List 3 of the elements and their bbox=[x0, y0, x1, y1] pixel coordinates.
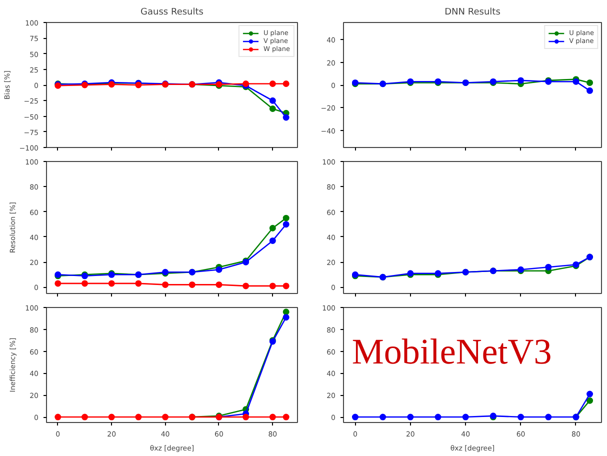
annotation: MobileNetV3 bbox=[352, 331, 552, 372]
chart-title: Gauss Results bbox=[140, 8, 204, 18]
chart-title: DNN Results bbox=[444, 8, 501, 18]
